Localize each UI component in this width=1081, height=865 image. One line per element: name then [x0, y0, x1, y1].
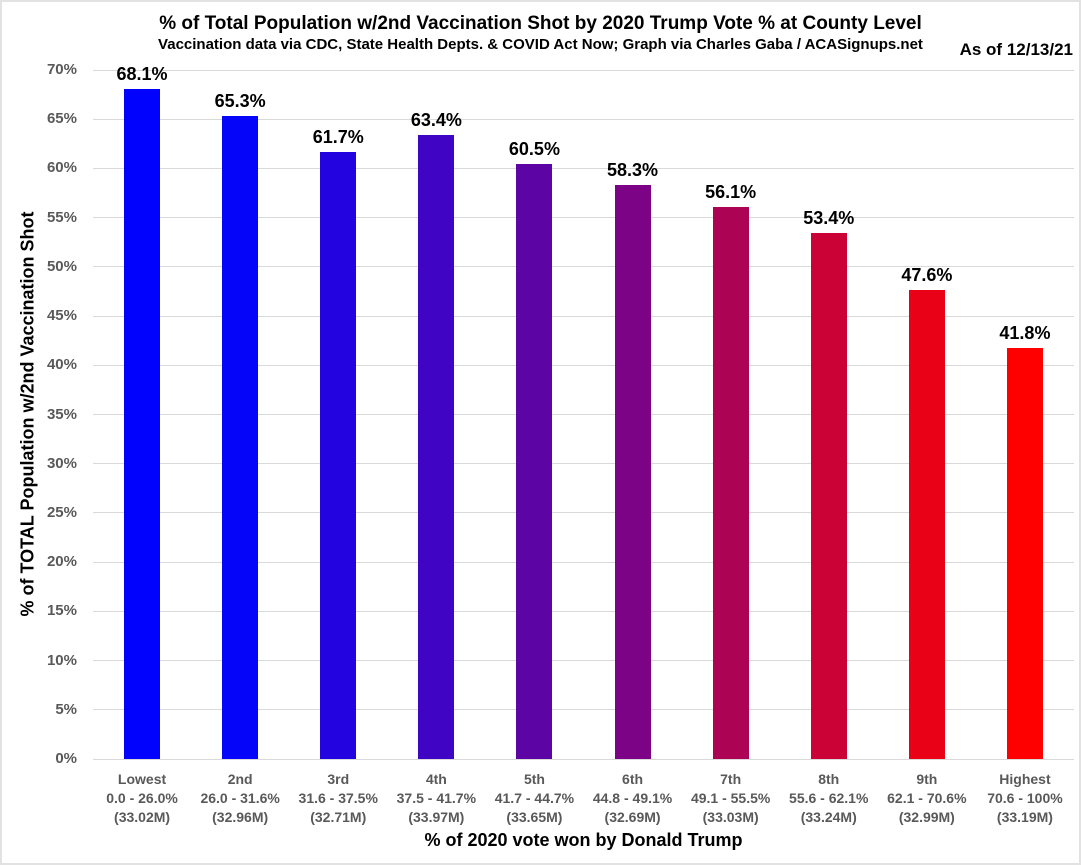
x-category-label: 8th 55.6 - 62.1% (33.24M): [770, 770, 888, 827]
category-vote-range: 0.0 - 26.0%: [106, 790, 178, 806]
bar: [810, 233, 847, 759]
y-tick-label: 70%: [46, 61, 77, 78]
y-tick-label: 50%: [46, 257, 77, 275]
category-rank: 4th: [425, 771, 447, 787]
category-rank: Lowest: [117, 771, 167, 787]
bar-value-label: 63.4%: [410, 109, 462, 130]
chart-title: % of Total Population w/2nd Vaccination …: [159, 13, 922, 34]
y-tick-label: 30%: [46, 454, 77, 472]
category-population: (32.99M): [898, 809, 955, 825]
category-rank: 2nd: [227, 771, 253, 787]
chart-subtitle: Vaccination data via CDC, State Health D…: [158, 36, 923, 53]
category-rank: 8th: [818, 771, 840, 787]
category-vote-range: 62.1 - 70.6%: [887, 790, 967, 806]
as-of-date-annotation: As of 12/13/21: [959, 40, 1073, 59]
bar-value-label: 47.6%: [901, 265, 953, 286]
gridline: [93, 512, 1074, 514]
bar-value-label: 60.5%: [508, 138, 560, 159]
category-rank: Highest: [999, 771, 1051, 787]
plot-area: 0% 5% 10% 15% 20% 25% 30% 35% 40% 45% 50% 55% 60% 65%…: [47, 61, 1074, 850]
bar-value-label: 65.3%: [214, 91, 266, 112]
category-population: (33.02M): [114, 809, 171, 825]
x-category-label: 2nd 26.0 - 31.6% (32.96M): [181, 770, 299, 827]
y-tick-label: 10%: [46, 651, 77, 669]
category-vote-range: 31.6 - 37.5%: [298, 790, 378, 806]
category-population: (32.96M): [212, 809, 269, 825]
y-tick-label: 45%: [46, 307, 77, 325]
bar-value-label: 58.3%: [607, 160, 659, 181]
y-tick-label: 35%: [46, 405, 77, 423]
x-category-label: 4th 37.5 - 41.7% (33.97M): [377, 770, 495, 827]
bar: [516, 163, 553, 759]
y-tick-label: 20%: [46, 553, 77, 571]
gridline: [93, 610, 1074, 612]
x-category-label: 5th 41.7 - 44.7% (33.65M): [475, 770, 593, 827]
x-category-label: Highest 70.6 - 100% (33.19M): [966, 770, 1079, 827]
gridline: [93, 463, 1074, 465]
y-tick-label: 60%: [46, 159, 77, 177]
bar: [320, 151, 357, 759]
gridline: [93, 217, 1074, 219]
x-category-label: 3rd 31.6 - 37.5% (32.71M): [279, 770, 397, 827]
bar: [124, 88, 161, 759]
category-rank: 5th: [523, 771, 545, 787]
y-tick-label: 15%: [46, 602, 77, 620]
x-category-label: 9th 62.1 - 70.6% (32.99M): [868, 770, 986, 827]
gridline: [93, 709, 1074, 711]
bar: [908, 290, 945, 759]
x-category-label: 6th 44.8 - 49.1% (32.69M): [574, 770, 692, 827]
category-vote-range: 37.5 - 41.7%: [396, 790, 477, 806]
bar: [418, 134, 455, 759]
gridline: [93, 118, 1074, 120]
y-tick-label: 25%: [46, 503, 77, 521]
bar-value-label: 53.4%: [803, 208, 855, 229]
category-rank: 7th: [720, 771, 742, 787]
bar: [712, 206, 749, 759]
y-tick-label: 5%: [55, 700, 77, 718]
bar-value-label: 41.8%: [999, 322, 1051, 343]
gridline: [93, 758, 1074, 760]
category-rank: 9th: [916, 771, 938, 787]
bar-value-label: 68.1%: [116, 63, 168, 84]
category-population: (33.97M): [408, 809, 465, 825]
category-rank: 6th: [622, 771, 644, 787]
gridline: [93, 660, 1074, 662]
category-vote-range: 49.1 - 55.5%: [690, 790, 771, 806]
y-tick-label: 55%: [46, 208, 77, 226]
category-population: (33.03M): [702, 809, 759, 825]
gridline: [93, 364, 1074, 366]
x-category-label: 7th 49.1 - 55.5% (33.03M): [672, 770, 790, 827]
category-population: (32.71M): [310, 809, 367, 825]
x-category-label: Lowest 0.0 - 26.0% (33.02M): [83, 770, 201, 827]
category-vote-range: 70.6 - 100%: [987, 790, 1063, 806]
y-tick-label: 40%: [46, 356, 77, 374]
bar: [614, 185, 651, 759]
category-population: (32.69M): [604, 809, 661, 825]
bar-value-label: 56.1%: [705, 181, 757, 202]
gridline: [93, 315, 1074, 317]
gridline: [93, 69, 1074, 71]
gridline: [93, 266, 1074, 268]
category-vote-range: 55.6 - 62.1%: [789, 790, 869, 806]
category-vote-range: 44.8 - 49.1%: [592, 790, 673, 806]
category-vote-range: 41.7 - 44.7%: [494, 790, 575, 806]
gridline: [93, 561, 1074, 563]
gridline: [93, 414, 1074, 415]
bar: [1006, 347, 1043, 759]
y-tick-label: 65%: [46, 110, 77, 128]
gridline: [93, 167, 1074, 169]
x-axis-title: % of 2020 vote won by Donald Trump: [424, 830, 743, 850]
category-population: (33.24M): [800, 809, 857, 825]
bar: [222, 116, 259, 759]
category-vote-range: 26.0 - 31.6%: [200, 790, 280, 806]
category-population: (33.19M): [996, 809, 1053, 825]
y-tick-label: 0%: [55, 750, 77, 767]
category-rank: 3rd: [327, 771, 350, 787]
bar-value-label: 61.7%: [312, 126, 364, 147]
category-population: (33.65M): [506, 809, 563, 825]
